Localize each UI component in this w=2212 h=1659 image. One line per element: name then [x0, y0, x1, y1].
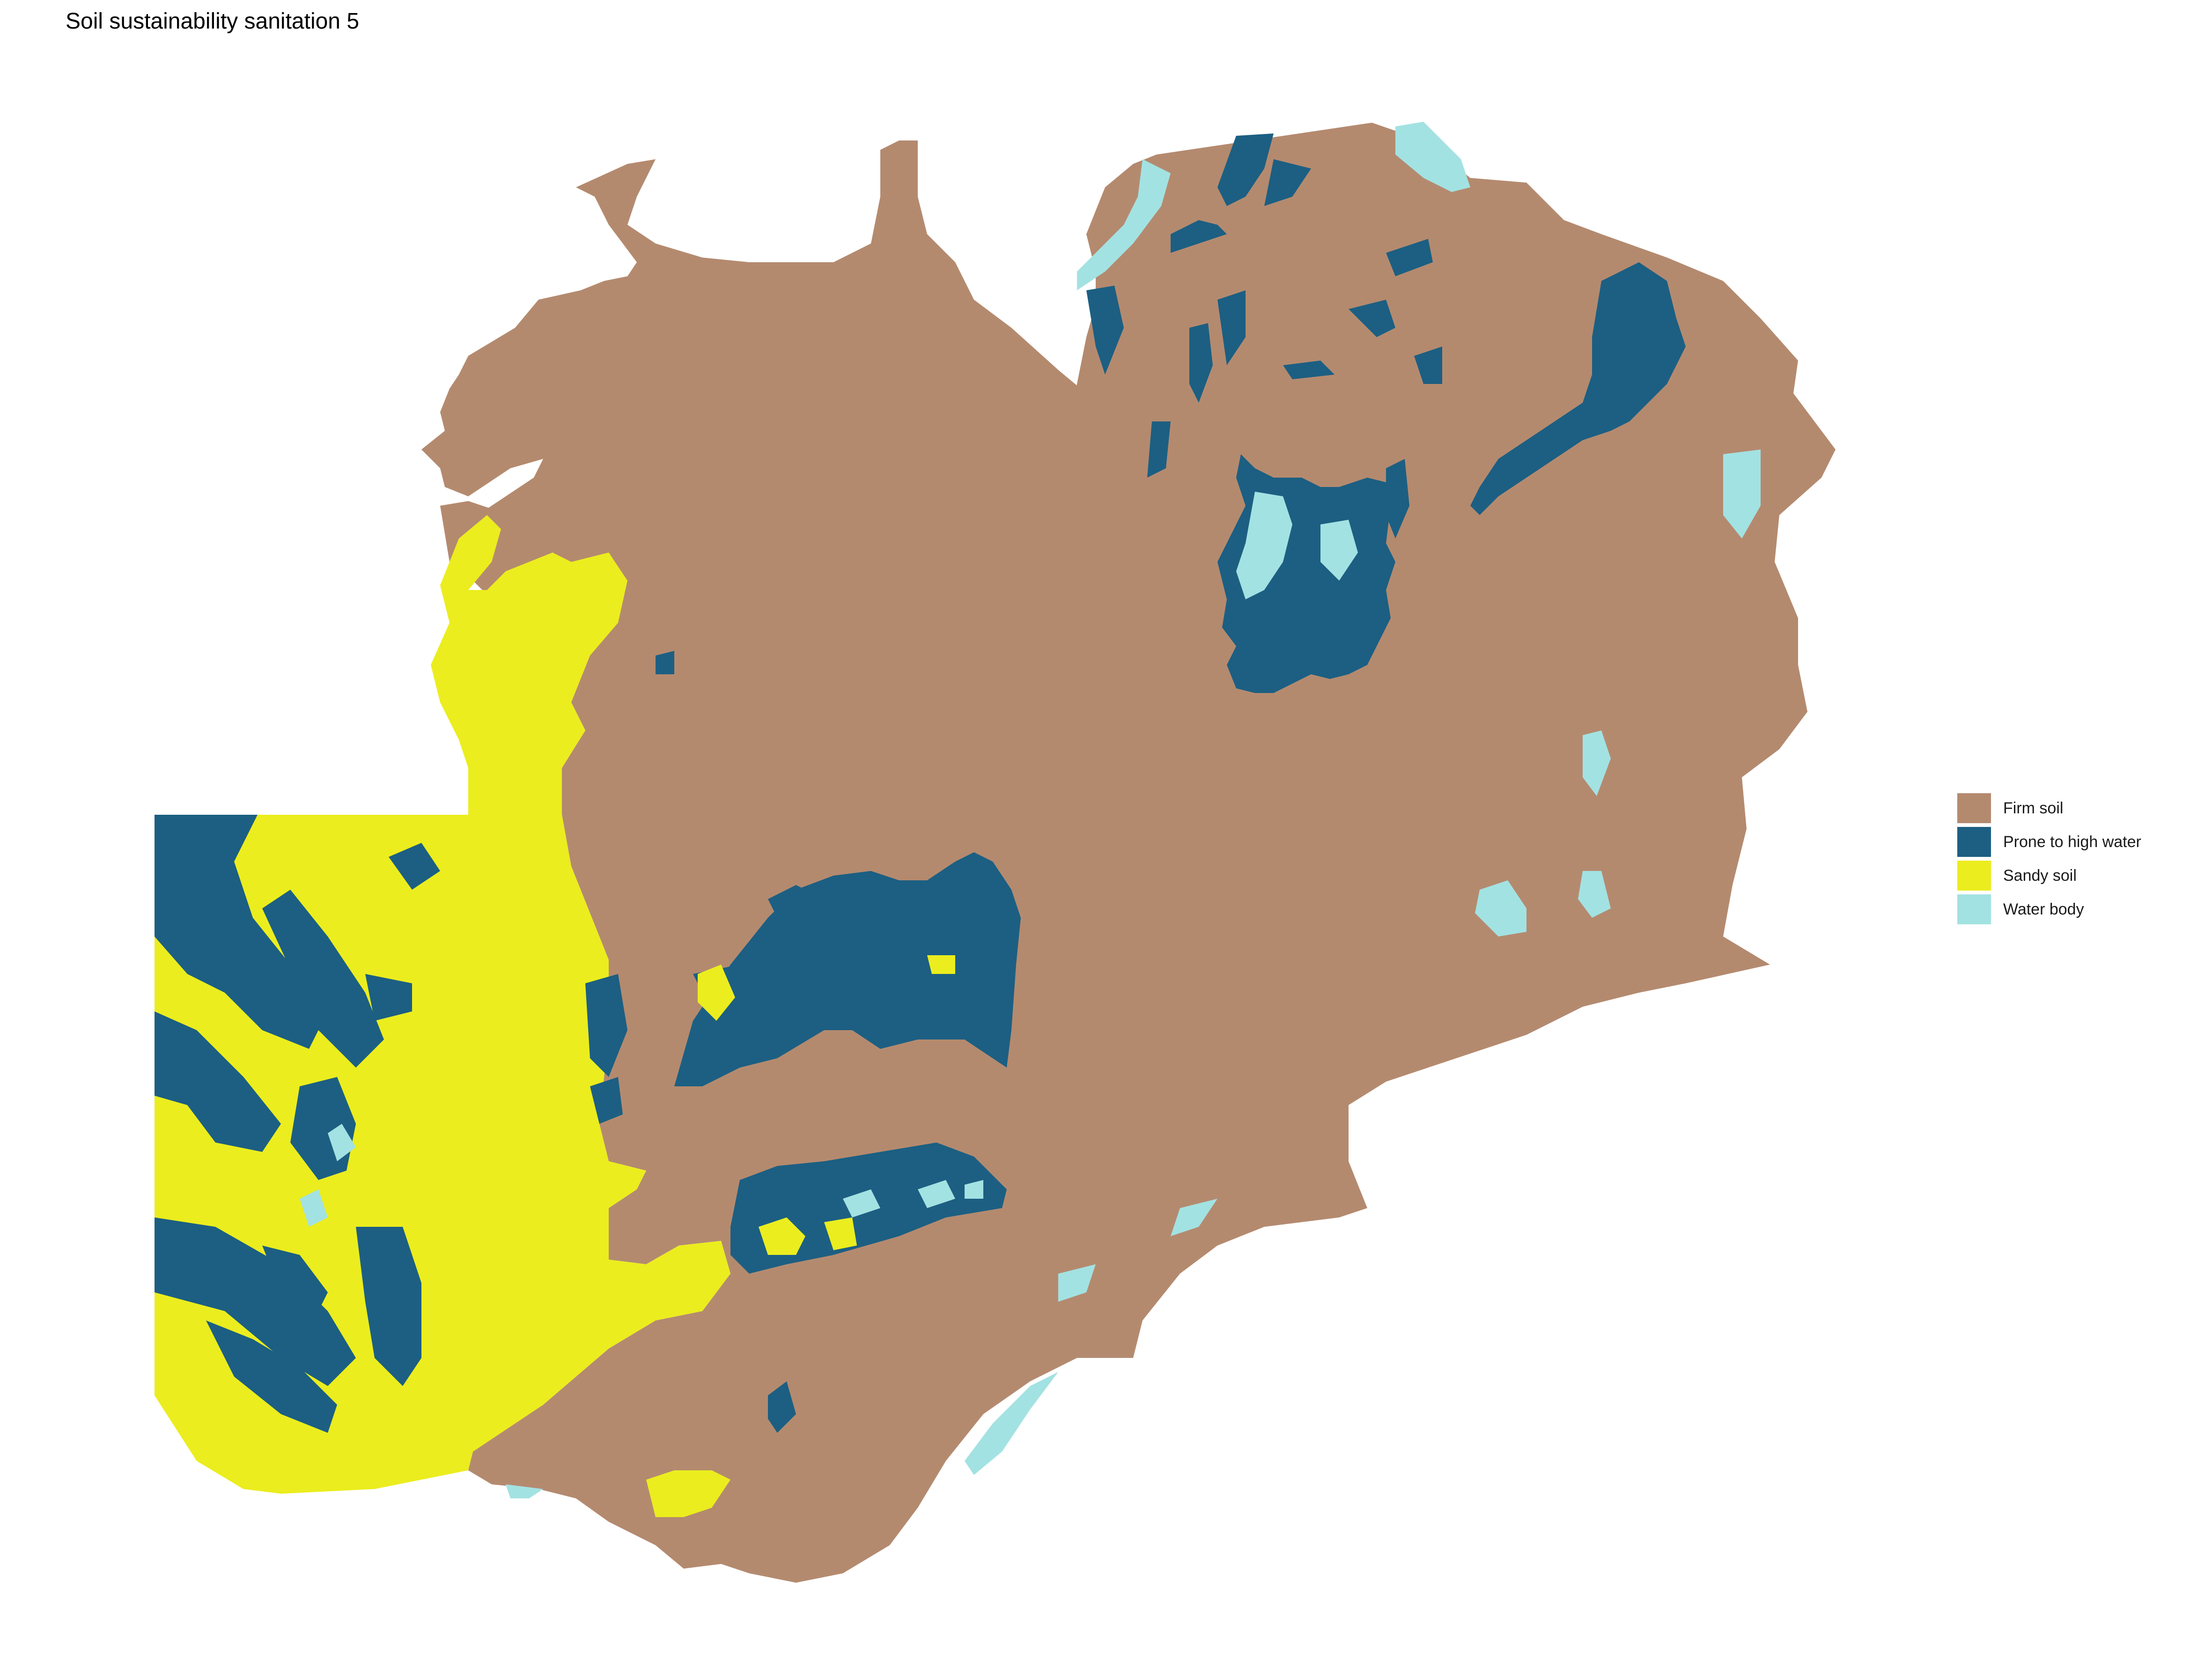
water-body-east-3	[1475, 880, 1526, 936]
legend-swatch-high-water	[1957, 827, 1991, 857]
water-body-south-west	[506, 1484, 543, 1498]
sandy-patch-4	[646, 1470, 730, 1517]
water-body-north-lake	[1395, 122, 1470, 192]
high-water-west-10	[365, 974, 412, 1021]
legend-label-water-body: Water body	[2003, 900, 2084, 918]
high-water-west-5	[262, 890, 384, 1068]
water-body-lake-mweru-2	[1320, 520, 1358, 581]
high-water-central-3	[768, 885, 824, 918]
legend-label-firm-soil: Firm soil	[2003, 799, 2064, 817]
legend-swatch-firm-soil	[1957, 793, 1991, 823]
legend-label-high-water: Prone to high water	[2003, 833, 2141, 851]
sandy-patch-2	[824, 1217, 857, 1250]
high-water-south-2	[768, 1381, 796, 1433]
high-water-ne-6	[1264, 159, 1311, 206]
high-water-ne-5	[1171, 220, 1227, 253]
water-body-east-4	[1578, 871, 1611, 918]
legend-item-firm-soil: Firm soil	[1957, 791, 2141, 825]
high-water-ne-10	[1414, 347, 1442, 384]
high-water-west-12	[590, 1077, 623, 1124]
high-water-west-8	[262, 1246, 328, 1311]
high-water-ne-2	[1386, 459, 1409, 538]
high-water-west-4	[206, 1320, 337, 1433]
water-body-south-river-2	[1171, 1199, 1217, 1236]
high-water-ne-14	[1147, 421, 1171, 478]
high-water-ne-11	[1217, 290, 1246, 365]
sandy-patch-1	[759, 1217, 805, 1255]
sandy-patch-3	[927, 955, 955, 974]
water-body-south-river	[1058, 1264, 1096, 1302]
high-water-west-3	[155, 1217, 356, 1386]
high-water-west-1	[155, 815, 328, 1049]
legend-swatch-sandy-soil	[1957, 861, 1991, 891]
water-body-east-1	[1723, 450, 1761, 538]
sandy-soil-patches	[646, 955, 955, 1517]
legend-swatch-water-body	[1957, 894, 1991, 924]
water-body-lake-mweru	[1236, 492, 1292, 599]
high-water-ne-9	[1349, 300, 1395, 337]
water-body-lake-kariba	[965, 1372, 1058, 1475]
high-water-ne-4	[1217, 133, 1274, 206]
high-water-ne-luangwa	[1470, 262, 1686, 515]
water-body-lake-tanganyika	[1077, 159, 1171, 290]
high-water-central-1	[674, 852, 1021, 1086]
high-water-west-11	[585, 974, 627, 1077]
water-body-layer	[300, 122, 1761, 1498]
legend-label-sandy-soil: Sandy soil	[2003, 866, 2077, 885]
water-body-west-1	[328, 1124, 356, 1161]
water-body-east-2	[1583, 730, 1611, 796]
map-title: Soil sustainability sanitation 5	[66, 9, 360, 34]
water-body-south-patches	[843, 1180, 983, 1217]
legend-item-sandy-soil: Sandy soil	[1957, 859, 2141, 892]
water-body-west-2	[300, 1189, 328, 1227]
sandy-patch-5	[698, 965, 735, 1021]
high-water-ne-8	[1386, 239, 1433, 276]
high-water-west-2	[155, 1011, 281, 1152]
sandy-soil-layer	[155, 515, 730, 1494]
legend-item-high-water: Prone to high water	[1957, 825, 2141, 859]
high-water-ne-7	[1086, 286, 1124, 375]
legend-item-water-body: Water body	[1957, 892, 2141, 926]
high-water-west-13	[656, 651, 674, 674]
high-water-west-9	[389, 843, 440, 890]
high-water-ne-12	[1189, 323, 1213, 403]
sandy-soil-region	[155, 515, 730, 1494]
high-water-west-7	[356, 1227, 421, 1386]
high-water-ne-13	[1283, 361, 1335, 379]
legend: Firm soil Prone to high water Sandy soil…	[1957, 791, 2141, 926]
